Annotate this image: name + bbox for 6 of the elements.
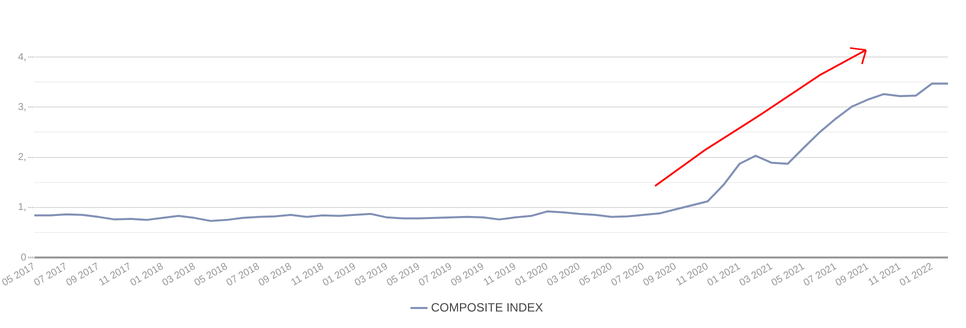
legend-label: COMPOSITE INDEX xyxy=(430,300,544,314)
y-tick-label: 3, xyxy=(18,102,26,113)
y-tick-label: 1, xyxy=(18,202,26,214)
y-tick-label: 4, xyxy=(18,52,26,63)
y-tick-label: 0 xyxy=(20,252,27,264)
y-tick-label: 2, xyxy=(18,152,26,164)
